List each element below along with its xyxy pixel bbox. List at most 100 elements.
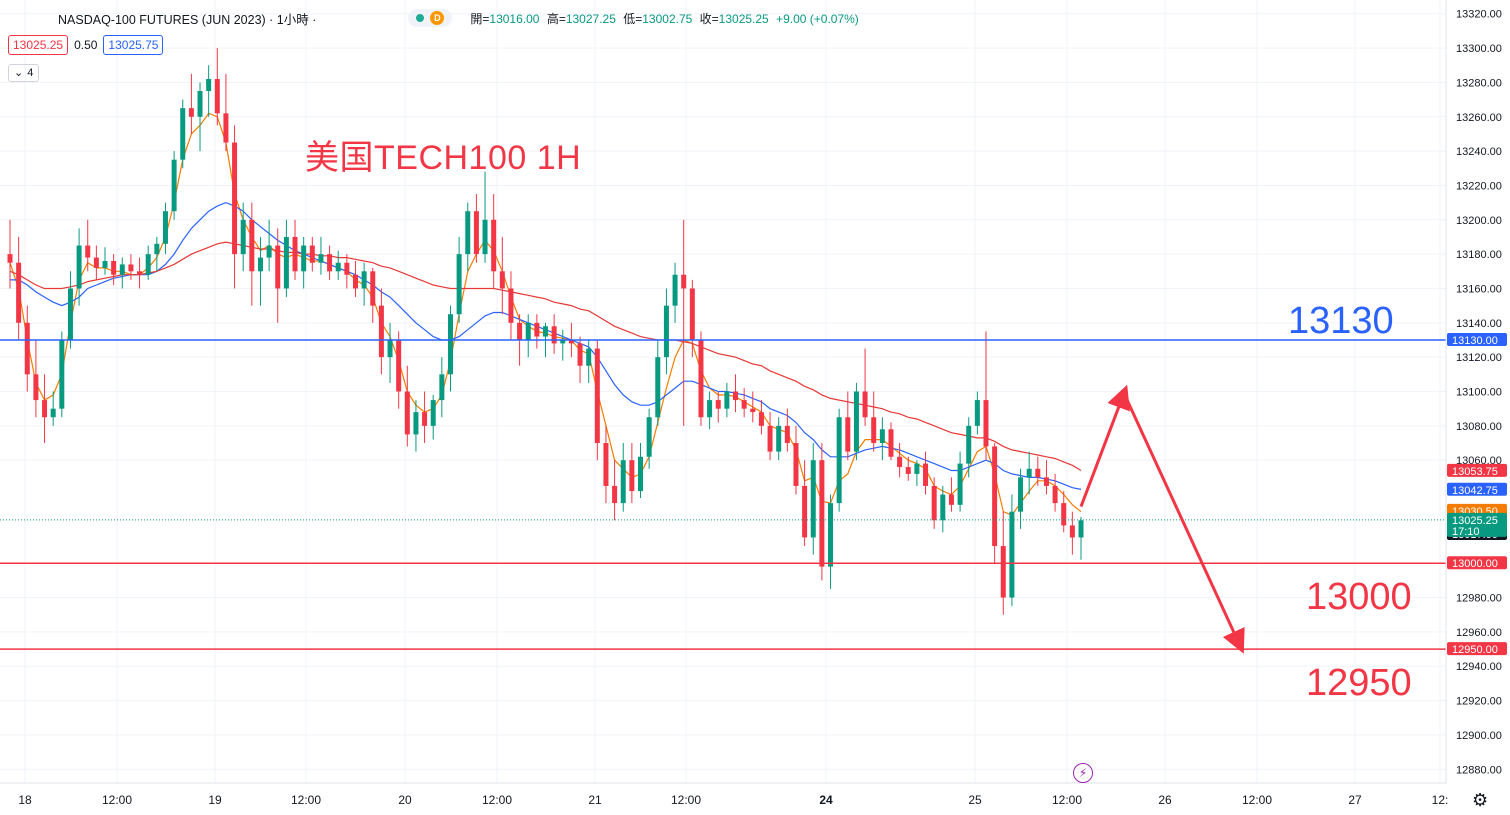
candle-body [629, 460, 635, 492]
candle-body [266, 245, 272, 258]
axis-price-tag [1447, 512, 1507, 537]
candle-body [162, 211, 168, 244]
y-tick-label: 13180.00 [1456, 249, 1502, 261]
candle-body [249, 219, 255, 272]
candle-body [551, 326, 557, 344]
candle-body [1061, 503, 1067, 526]
candle-body [93, 257, 99, 268]
x-tick-label: 12: [1432, 793, 1449, 807]
chevron-down-icon: ⌄ [14, 67, 24, 79]
x-tick-label: 12:00 [1242, 793, 1272, 807]
candle-body [715, 400, 721, 409]
candle-body [447, 314, 453, 375]
candle-body [309, 245, 315, 263]
candle-body [1000, 546, 1006, 598]
candle-body [318, 254, 324, 263]
candle-body [1026, 468, 1032, 478]
candle-body [180, 108, 186, 160]
candle-body [275, 245, 281, 289]
y-tick-label: 12960.00 [1456, 627, 1502, 639]
candle-body [966, 425, 972, 464]
y-tick-label: 12900.00 [1456, 730, 1502, 742]
candle-body [897, 456, 903, 468]
candle-body [85, 245, 91, 258]
candle-body [914, 463, 920, 474]
candle-body [577, 343, 583, 366]
y-tick-label: 13320.00 [1456, 9, 1502, 21]
x-tick-label: 19 [208, 793, 222, 807]
candle-body [923, 463, 929, 486]
y-tick-label: 13240.00 [1456, 146, 1502, 158]
indicators-toggle[interactable]: ⌄ 4 [8, 64, 40, 82]
candle-body [586, 348, 592, 366]
candle-body [689, 288, 695, 340]
symbol-title[interactable]: NASDAQ-100 FUTURES (JUN 2023) · 1小時 · [58, 12, 317, 27]
candle-body [499, 271, 505, 289]
candle-body [724, 391, 730, 409]
low-value: 13002.75 [642, 11, 693, 26]
candle-body [50, 408, 56, 418]
candle-body [24, 322, 30, 375]
axis-countdown-label: 17:10 [1452, 526, 1480, 538]
x-tick-label: 18 [18, 793, 32, 807]
y-tick-label: 13280.00 [1456, 77, 1502, 89]
candle-body [957, 463, 963, 505]
candle-body [1052, 485, 1058, 504]
candle-body [758, 412, 764, 426]
candle-body [335, 262, 341, 272]
y-tick-label: 13300.00 [1456, 43, 1502, 55]
low-key: 低= [623, 11, 643, 26]
candle-body [603, 443, 609, 486]
candle-body [1078, 520, 1084, 538]
y-tick-label: 13220.00 [1456, 180, 1502, 192]
x-tick-label: 26 [1158, 793, 1172, 807]
y-tick-label: 13160.00 [1456, 283, 1502, 295]
candle-body [879, 429, 885, 444]
candle-body [1018, 477, 1024, 512]
axis-price-tag-label: 13042.75 [1452, 485, 1498, 497]
change-value: +9.00 (+0.07%) [776, 11, 859, 26]
forecast-arrow-down [1122, 392, 1245, 654]
candle-body [206, 78, 212, 92]
candle-body [119, 264, 125, 275]
candle-body [387, 339, 393, 358]
axis-price-tag-label: 13053.75 [1452, 466, 1498, 478]
candle-body [430, 400, 436, 426]
candle-body [750, 408, 756, 413]
level-label-13130: 13130 [1288, 300, 1394, 342]
candle-body [888, 429, 894, 457]
level-label-13000: 13000 [1306, 576, 1412, 618]
sell-button[interactable]: 13025.25 [8, 35, 69, 55]
axis-price-tag [1447, 642, 1507, 656]
candle-body [784, 425, 790, 444]
axis-price-tag [1447, 556, 1507, 570]
legend-row: NASDAQ-100 FUTURES (JUN 2023) · 1小時 · D … [0, 8, 863, 28]
flash-icon[interactable]: ⚡ [1073, 763, 1093, 783]
candle-body [992, 446, 998, 547]
candle-body [543, 326, 548, 337]
candle-body [845, 417, 851, 452]
candle-body [646, 417, 652, 457]
candle-body [1035, 468, 1041, 478]
candle-body [456, 254, 462, 315]
candle-body [862, 391, 868, 418]
candle-body [1009, 511, 1015, 598]
candle-body [482, 219, 488, 255]
high-value: 13027.25 [565, 11, 616, 26]
candle-body [67, 288, 73, 340]
candle-body [111, 261, 117, 275]
buy-button[interactable]: 13025.75 [103, 35, 164, 55]
candle-body [154, 243, 160, 255]
axis-price-tag [1447, 463, 1507, 477]
gear-icon[interactable]: ⚙ [1472, 790, 1489, 810]
close-value: 13025.25 [718, 11, 769, 26]
trade-buttons: 13025.25 0.50 13025.75 [8, 35, 164, 55]
candle-body [525, 322, 531, 340]
candle-body [33, 374, 39, 401]
open-value: 13016.00 [489, 11, 540, 26]
candle-body [145, 254, 151, 275]
market-status-pill[interactable]: D [408, 9, 453, 27]
market-open-icon [416, 14, 425, 22]
candle-body [283, 236, 289, 289]
